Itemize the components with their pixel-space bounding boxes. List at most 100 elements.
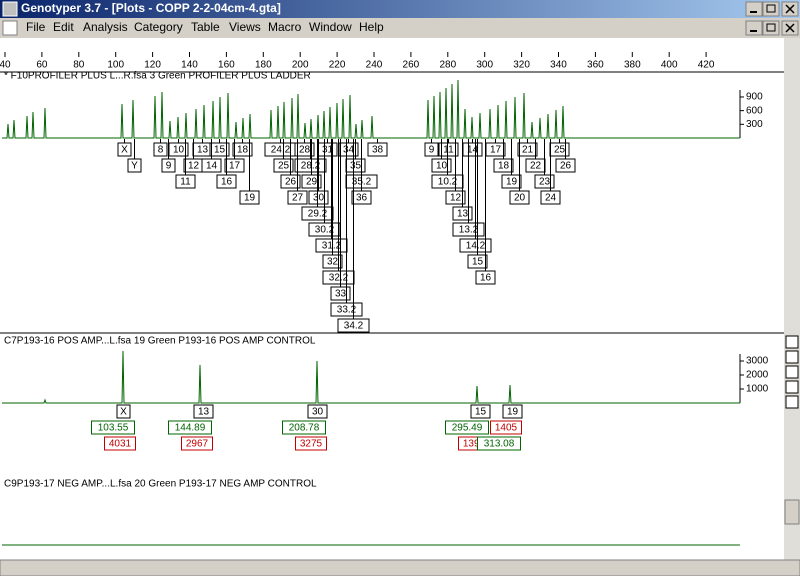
label-text: 19 bbox=[244, 193, 256, 204]
label-text: 144.89 bbox=[175, 423, 206, 434]
label-text: 23 bbox=[539, 177, 551, 188]
ruler-label: 340 bbox=[550, 60, 567, 71]
window-controls[interactable] bbox=[745, 1, 799, 17]
label-box bbox=[209, 142, 230, 157]
label-text: 18 bbox=[498, 161, 510, 172]
tool-icons[interactable] bbox=[785, 335, 799, 409]
label-text: 34.2 bbox=[344, 321, 364, 332]
y-tick-label: 2000 bbox=[746, 370, 769, 381]
label-text: 9 bbox=[429, 145, 435, 156]
label-text: 29 bbox=[306, 177, 318, 188]
label-box bbox=[232, 142, 253, 157]
label-box bbox=[445, 190, 466, 205]
menu-item[interactable]: File bbox=[26, 20, 46, 34]
label-box bbox=[501, 174, 522, 189]
ruler-label: 120 bbox=[144, 60, 161, 71]
y-tick-label: 900 bbox=[746, 92, 763, 103]
scroll-thumb[interactable] bbox=[784, 499, 800, 525]
label-text: 10 bbox=[436, 161, 448, 172]
ruler-label: 100 bbox=[107, 60, 124, 71]
status-bar bbox=[0, 559, 800, 576]
label-box bbox=[116, 404, 131, 419]
label-box bbox=[104, 436, 136, 451]
label-box bbox=[517, 142, 538, 157]
label-box bbox=[555, 158, 576, 173]
ruler-label: 220 bbox=[329, 60, 346, 71]
label-text: 3275 bbox=[300, 439, 323, 450]
label-box bbox=[224, 158, 245, 173]
label-box bbox=[282, 420, 326, 435]
ruler-label: 420 bbox=[698, 60, 715, 71]
panel-header: * F10PROFILER PLUS L...R.fsa 3 Green PRO… bbox=[4, 71, 311, 82]
label-text: 8 bbox=[158, 145, 164, 156]
label-box bbox=[534, 174, 555, 189]
label-text: 16 bbox=[221, 177, 233, 188]
doc-controls[interactable] bbox=[745, 20, 799, 36]
label-text: 33.2 bbox=[337, 305, 357, 316]
menu-item[interactable]: Views bbox=[229, 20, 261, 34]
label-text: 30 bbox=[312, 407, 324, 418]
label-box bbox=[307, 404, 328, 419]
label-text: 33 bbox=[335, 289, 347, 300]
label-box bbox=[431, 158, 452, 173]
label-text: 13 bbox=[198, 407, 210, 418]
label-text: 2967 bbox=[186, 439, 209, 450]
label-text: 27 bbox=[292, 193, 304, 204]
label-box bbox=[470, 404, 491, 419]
label-box bbox=[337, 318, 370, 333]
label-box bbox=[301, 174, 322, 189]
label-text: 35 bbox=[350, 161, 362, 172]
ruler-label: 160 bbox=[218, 60, 235, 71]
label-box bbox=[168, 420, 212, 435]
label-text: 24 bbox=[545, 193, 557, 204]
label-box bbox=[459, 238, 492, 253]
ruler-label: 60 bbox=[36, 60, 48, 71]
label-box bbox=[490, 420, 522, 435]
label-box bbox=[330, 286, 351, 301]
label-text: 14 bbox=[467, 145, 479, 156]
menu-item[interactable]: Table bbox=[191, 20, 220, 34]
label-text: 26 bbox=[285, 177, 297, 188]
label-box bbox=[322, 254, 343, 269]
label-text: 11 bbox=[180, 177, 191, 188]
ruler-label: 80 bbox=[73, 60, 85, 71]
label-box bbox=[280, 174, 301, 189]
menu-item[interactable]: Window bbox=[309, 20, 352, 34]
label-text: 13.2 bbox=[459, 225, 479, 236]
menu-item[interactable]: Help bbox=[359, 20, 384, 34]
title-bar bbox=[0, 0, 800, 18]
label-box bbox=[175, 174, 196, 189]
label-text: X bbox=[120, 407, 127, 418]
menu-item[interactable]: Macro bbox=[268, 20, 302, 34]
label-box bbox=[475, 270, 496, 285]
ruler-label: 320 bbox=[513, 60, 530, 71]
label-text: 4031 bbox=[109, 439, 132, 450]
label-text: 18 bbox=[237, 145, 249, 156]
menu-item[interactable]: Analysis bbox=[83, 20, 128, 34]
menu-item[interactable]: Edit bbox=[53, 20, 74, 34]
label-box bbox=[91, 420, 135, 435]
ruler-label: 360 bbox=[587, 60, 604, 71]
label-box bbox=[273, 158, 294, 173]
label-box bbox=[367, 142, 388, 157]
label-text: 22 bbox=[530, 161, 542, 172]
label-box bbox=[161, 158, 176, 173]
ruler-label: 180 bbox=[255, 60, 272, 71]
menu-bar bbox=[0, 18, 800, 38]
trace bbox=[2, 350, 740, 404]
label-text: 15 bbox=[472, 257, 484, 268]
ruler-label: 300 bbox=[476, 60, 493, 71]
label-text: 14.2 bbox=[466, 241, 486, 252]
label-text: 28 bbox=[299, 145, 311, 156]
label-box bbox=[216, 174, 237, 189]
scrollbar[interactable] bbox=[784, 38, 800, 560]
label-text: 103.55 bbox=[98, 423, 129, 434]
menu-item[interactable]: Category bbox=[134, 20, 183, 34]
panel-header: C9P193-17 NEG AMP...L.fsa 20 Green P193-… bbox=[4, 479, 317, 490]
label-text: 31 bbox=[322, 145, 334, 156]
label-text: 12 bbox=[450, 193, 462, 204]
doc-icon bbox=[2, 20, 18, 36]
y-tick-label: 300 bbox=[746, 119, 763, 130]
label-box bbox=[438, 142, 459, 157]
